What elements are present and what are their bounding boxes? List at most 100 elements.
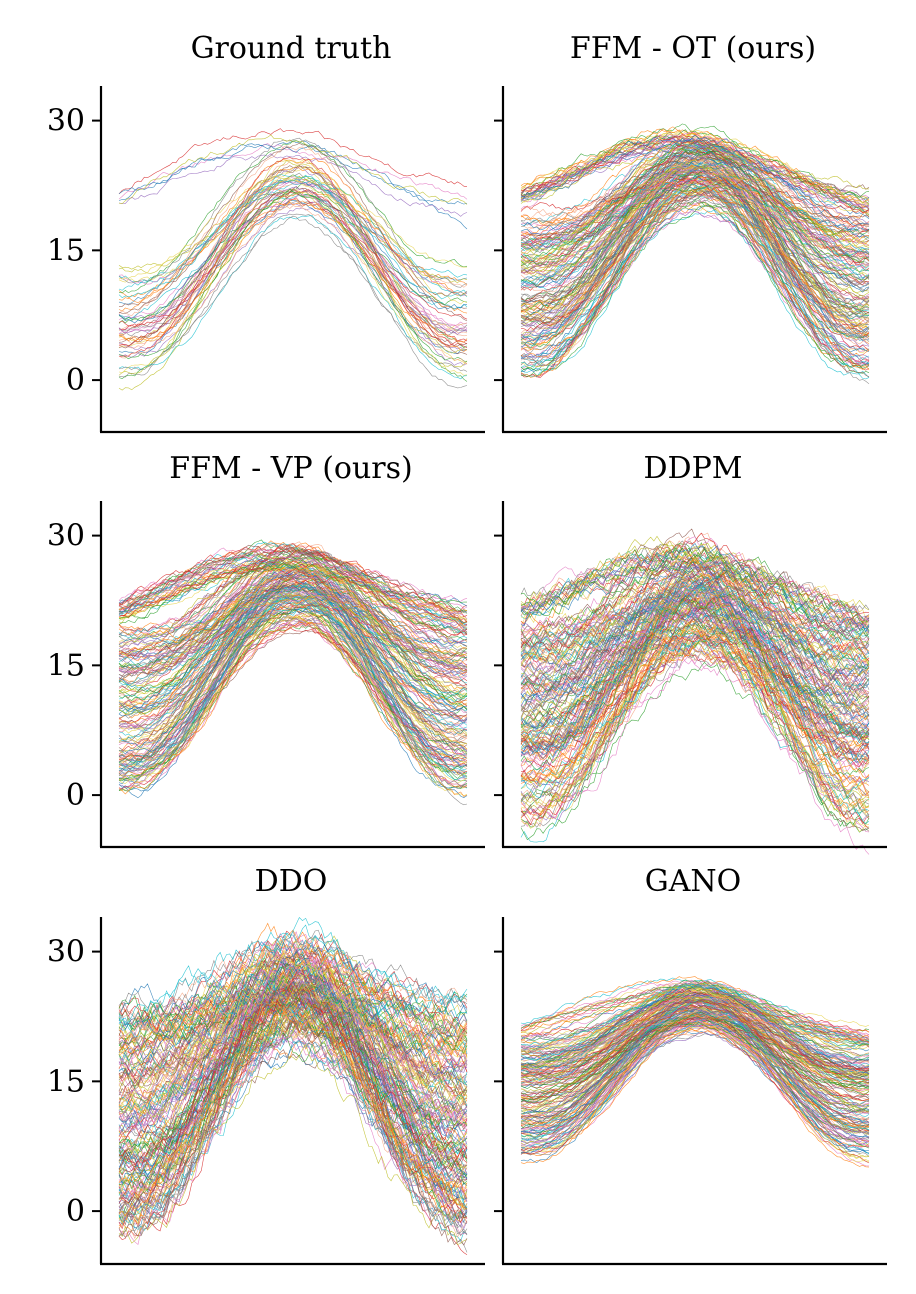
series-line (520, 1010, 870, 1072)
series-line (520, 199, 870, 319)
series-line (520, 988, 870, 1033)
series-line (118, 589, 468, 655)
series-line (520, 150, 870, 311)
series-line (520, 545, 870, 648)
series-line (520, 559, 870, 668)
series-line (118, 594, 468, 780)
series-line (118, 979, 468, 1038)
series-line (520, 646, 870, 798)
series-line (520, 559, 870, 631)
panel-gano: GANO (494, 864, 887, 1266)
series-line (520, 656, 870, 815)
series-line (118, 579, 468, 709)
series-line (118, 986, 468, 1166)
series-line (118, 562, 468, 641)
series-line (118, 585, 468, 705)
series-line (118, 604, 468, 768)
series-line (118, 157, 468, 357)
series-line (520, 990, 870, 1083)
series-line (118, 214, 468, 380)
series-line (520, 596, 870, 833)
series-lines-ground-truth (118, 128, 468, 391)
series-line (520, 182, 870, 347)
series-line (520, 532, 870, 652)
series-line (118, 931, 468, 1039)
series-line (520, 1012, 870, 1046)
series-line (520, 627, 870, 738)
series-line (520, 587, 870, 816)
series-line (520, 983, 870, 1061)
series-line (118, 1043, 468, 1246)
y-tick-label: 30 (47, 519, 85, 554)
series-line (520, 1021, 870, 1135)
series-line (118, 1029, 468, 1162)
series-line (118, 559, 468, 701)
series-line (118, 1005, 468, 1210)
series-line (118, 997, 468, 1107)
series-line (520, 1004, 870, 1102)
series-line (520, 979, 870, 1044)
series-line (118, 997, 468, 1054)
series-line (118, 594, 468, 638)
series-line (520, 189, 870, 322)
panel-ddo: DDO 0 15 30 (47, 864, 485, 1266)
series-line (118, 974, 468, 1071)
series-line (521, 552, 870, 625)
series-line (118, 982, 468, 1178)
y-ticks-ffm-vp: 0 15 30 (47, 519, 101, 813)
series-line (520, 147, 870, 265)
series-line (118, 215, 468, 389)
series-line (520, 157, 870, 239)
series-line (118, 558, 468, 636)
series-line (118, 134, 468, 205)
series-line (118, 957, 468, 1134)
series-line (520, 556, 870, 679)
series-line (118, 181, 468, 349)
series-line (118, 561, 468, 729)
series-line (118, 181, 468, 324)
series-line (118, 545, 468, 623)
y-tick-label: 30 (47, 935, 85, 970)
series-line (118, 916, 468, 1026)
series-line (520, 1014, 870, 1164)
series-line (118, 197, 468, 345)
series-line (520, 138, 870, 213)
series-line (520, 1008, 870, 1113)
series-line (520, 563, 870, 621)
series-line (118, 144, 468, 205)
series-line (118, 985, 468, 1172)
series-line (520, 996, 870, 1072)
series-line (520, 984, 870, 1056)
series-line (520, 142, 870, 216)
series-line (520, 593, 870, 740)
series-line (520, 987, 870, 1082)
series-line (118, 188, 468, 382)
series-line (520, 205, 870, 372)
series-line (520, 642, 870, 728)
series-line (520, 633, 870, 779)
series-line (520, 988, 870, 1080)
series-line (520, 631, 870, 809)
series-line (520, 204, 870, 360)
series-line (118, 970, 468, 1225)
series-line (118, 575, 468, 644)
series-line (520, 633, 870, 841)
series-line (520, 1026, 870, 1113)
series-line (118, 128, 468, 195)
series-line (118, 612, 468, 747)
series-line (520, 159, 870, 311)
series-line (118, 999, 468, 1084)
series-line (520, 982, 870, 1047)
series-line (118, 564, 468, 658)
y-ticks-gano (494, 950, 503, 1213)
y-tick-label: 30 (47, 104, 85, 139)
series-line (118, 955, 467, 1113)
series-line (118, 568, 468, 673)
panel-title-gano: GANO (645, 864, 741, 899)
series-line (520, 595, 870, 776)
series-lines-ddo (118, 916, 468, 1255)
series-line (118, 568, 468, 667)
series-line (118, 991, 467, 1096)
series-line (118, 961, 468, 1100)
